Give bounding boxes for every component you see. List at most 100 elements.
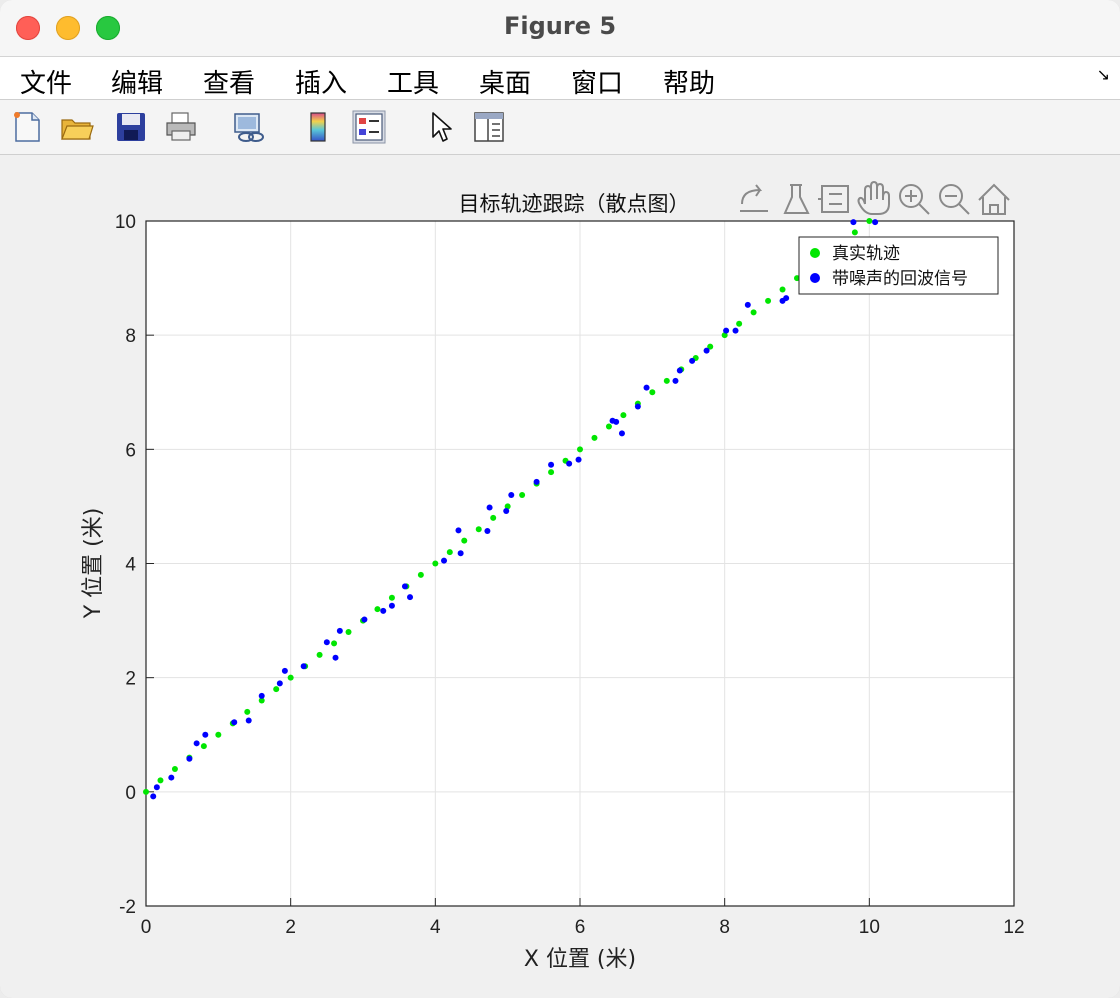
open-file-icon[interactable] [60,110,94,144]
menu-edit[interactable]: 编辑 [111,69,164,99]
save-icon[interactable] [114,110,148,144]
noisy-echo-point [401,583,408,590]
chart-title: 目标轨迹跟踪（散点图） [459,192,690,216]
figure-canvas: 0 2 4 6 8 10 12 -2 0 2 4 6 8 10 目标轨迹跟踪（散点图） X 位置 (米) … [0,155,1120,998]
noisy-echo-point [533,478,540,485]
export-icon[interactable] [740,184,768,212]
true-trajectory-point [258,697,265,704]
true-trajectory-point [591,434,598,441]
true-trajectory-point [490,514,497,521]
true-trajectory-point [779,286,786,293]
menu-insert[interactable]: 插入 [295,69,348,99]
noisy-echo-point [441,557,448,564]
menu-help[interactable]: 帮助 [663,69,716,99]
noisy-echo-point [689,357,696,364]
noisy-echo-point [150,793,157,800]
y-tick-label: 2 [125,669,136,690]
title-bar: Figure 5 [0,0,1120,57]
true-trajectory-point [273,686,280,693]
noisy-echo-point [281,667,288,674]
noisy-echo-point [548,461,555,468]
menu-tools[interactable]: 工具 [387,69,440,99]
arrow-icon[interactable]: ↘ [1096,65,1110,84]
figure-toolbar [0,100,1120,155]
maximize-window-button[interactable] [96,16,120,40]
brush-icon[interactable] [783,184,810,214]
noisy-echo-point [643,384,650,391]
legend-entry-true: 真实轨迹 [832,244,900,264]
true-trajectory-point [287,674,294,681]
noisy-echo-point [783,295,790,302]
noisy-echo-point [202,731,209,738]
noisy-echo-point [153,784,160,791]
noisy-echo-point [634,403,641,410]
noisy-echo-point [732,327,739,334]
pan-icon[interactable] [857,180,890,215]
true-trajectory-point [388,594,395,601]
print-icon[interactable] [164,110,198,144]
menu-view[interactable]: 查看 [203,69,256,99]
data-tip-icon[interactable] [818,185,849,213]
noisy-echo-point [457,550,464,557]
noisy-echo-point [872,219,879,226]
x-tick-label: 10 [859,917,880,938]
noisy-echo-point [300,663,307,670]
menu-window[interactable]: 窗口 [571,69,624,99]
noisy-echo-point [613,418,620,425]
true-trajectory-point [765,297,772,304]
axes-toolbar [740,180,1010,215]
x-tick-label: 2 [285,917,296,938]
zoom-in-icon[interactable] [899,184,930,215]
close-window-button[interactable] [16,16,40,40]
noisy-echo-point [744,301,751,308]
true-trajectory-point [244,708,251,715]
true-trajectory-point [721,332,728,339]
noisy-echo-point [276,680,283,687]
noisy-echo-point [575,456,582,463]
pointer-icon[interactable] [424,110,458,144]
x-tick-label: 6 [575,917,586,938]
true-trajectory-point [461,537,468,544]
noisy-echo-point [388,602,395,609]
x-axis-label: X 位置 (米) [524,947,636,972]
zoom-out-icon[interactable] [939,184,970,215]
home-icon[interactable] [978,183,1010,215]
legend-icon[interactable] [352,110,386,144]
true-trajectory-point [649,389,656,396]
noisy-echo-point [676,367,683,374]
noisy-echo-point [703,347,710,354]
true-trajectory-point [475,526,482,533]
true-trajectory-point [432,560,439,567]
property-editor-icon[interactable] [472,110,506,144]
y-tick-label: 6 [125,440,136,461]
true-trajectory-point [171,766,178,772]
legend-marker-noisy [810,273,820,283]
legend-box [798,236,999,295]
true-trajectory-point [707,343,714,350]
noisy-echo-point [193,740,200,747]
noisy-echo-point [503,507,510,514]
x-tick-label: 4 [430,917,441,938]
noisy-echo-point [168,774,175,781]
colorbar-icon[interactable] [302,110,336,144]
legend[interactable]: 真实轨迹 带噪声的回波信号 [798,236,999,295]
y-tick-label: 4 [125,555,136,576]
true-trajectory-point [331,640,338,647]
noisy-echo-point [486,504,493,511]
true-trajectory-point [866,218,873,224]
noisy-echo-point [508,492,515,498]
menu-file[interactable]: 文件 [20,69,73,99]
true-trajectory-point [215,731,222,738]
y-tick-label: 0 [125,783,136,804]
new-figure-icon[interactable] [10,110,44,144]
minimize-window-button[interactable] [56,16,80,40]
true-trajectory-point [851,229,858,236]
true-trajectory-point [519,492,526,498]
link-icon[interactable] [232,110,266,144]
menu-desktop[interactable]: 桌面 [479,69,532,99]
x-tick-label: 12 [1003,917,1024,938]
true-trajectory-point [504,503,511,510]
noisy-echo-point [484,527,491,534]
